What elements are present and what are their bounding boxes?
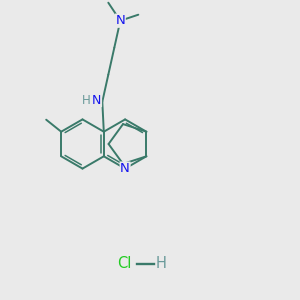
Text: H: H (156, 256, 167, 272)
Text: Cl: Cl (118, 256, 132, 272)
Text: H: H (81, 94, 90, 107)
Text: N: N (92, 94, 102, 107)
Text: N: N (116, 14, 125, 27)
Text: N: N (120, 162, 130, 175)
